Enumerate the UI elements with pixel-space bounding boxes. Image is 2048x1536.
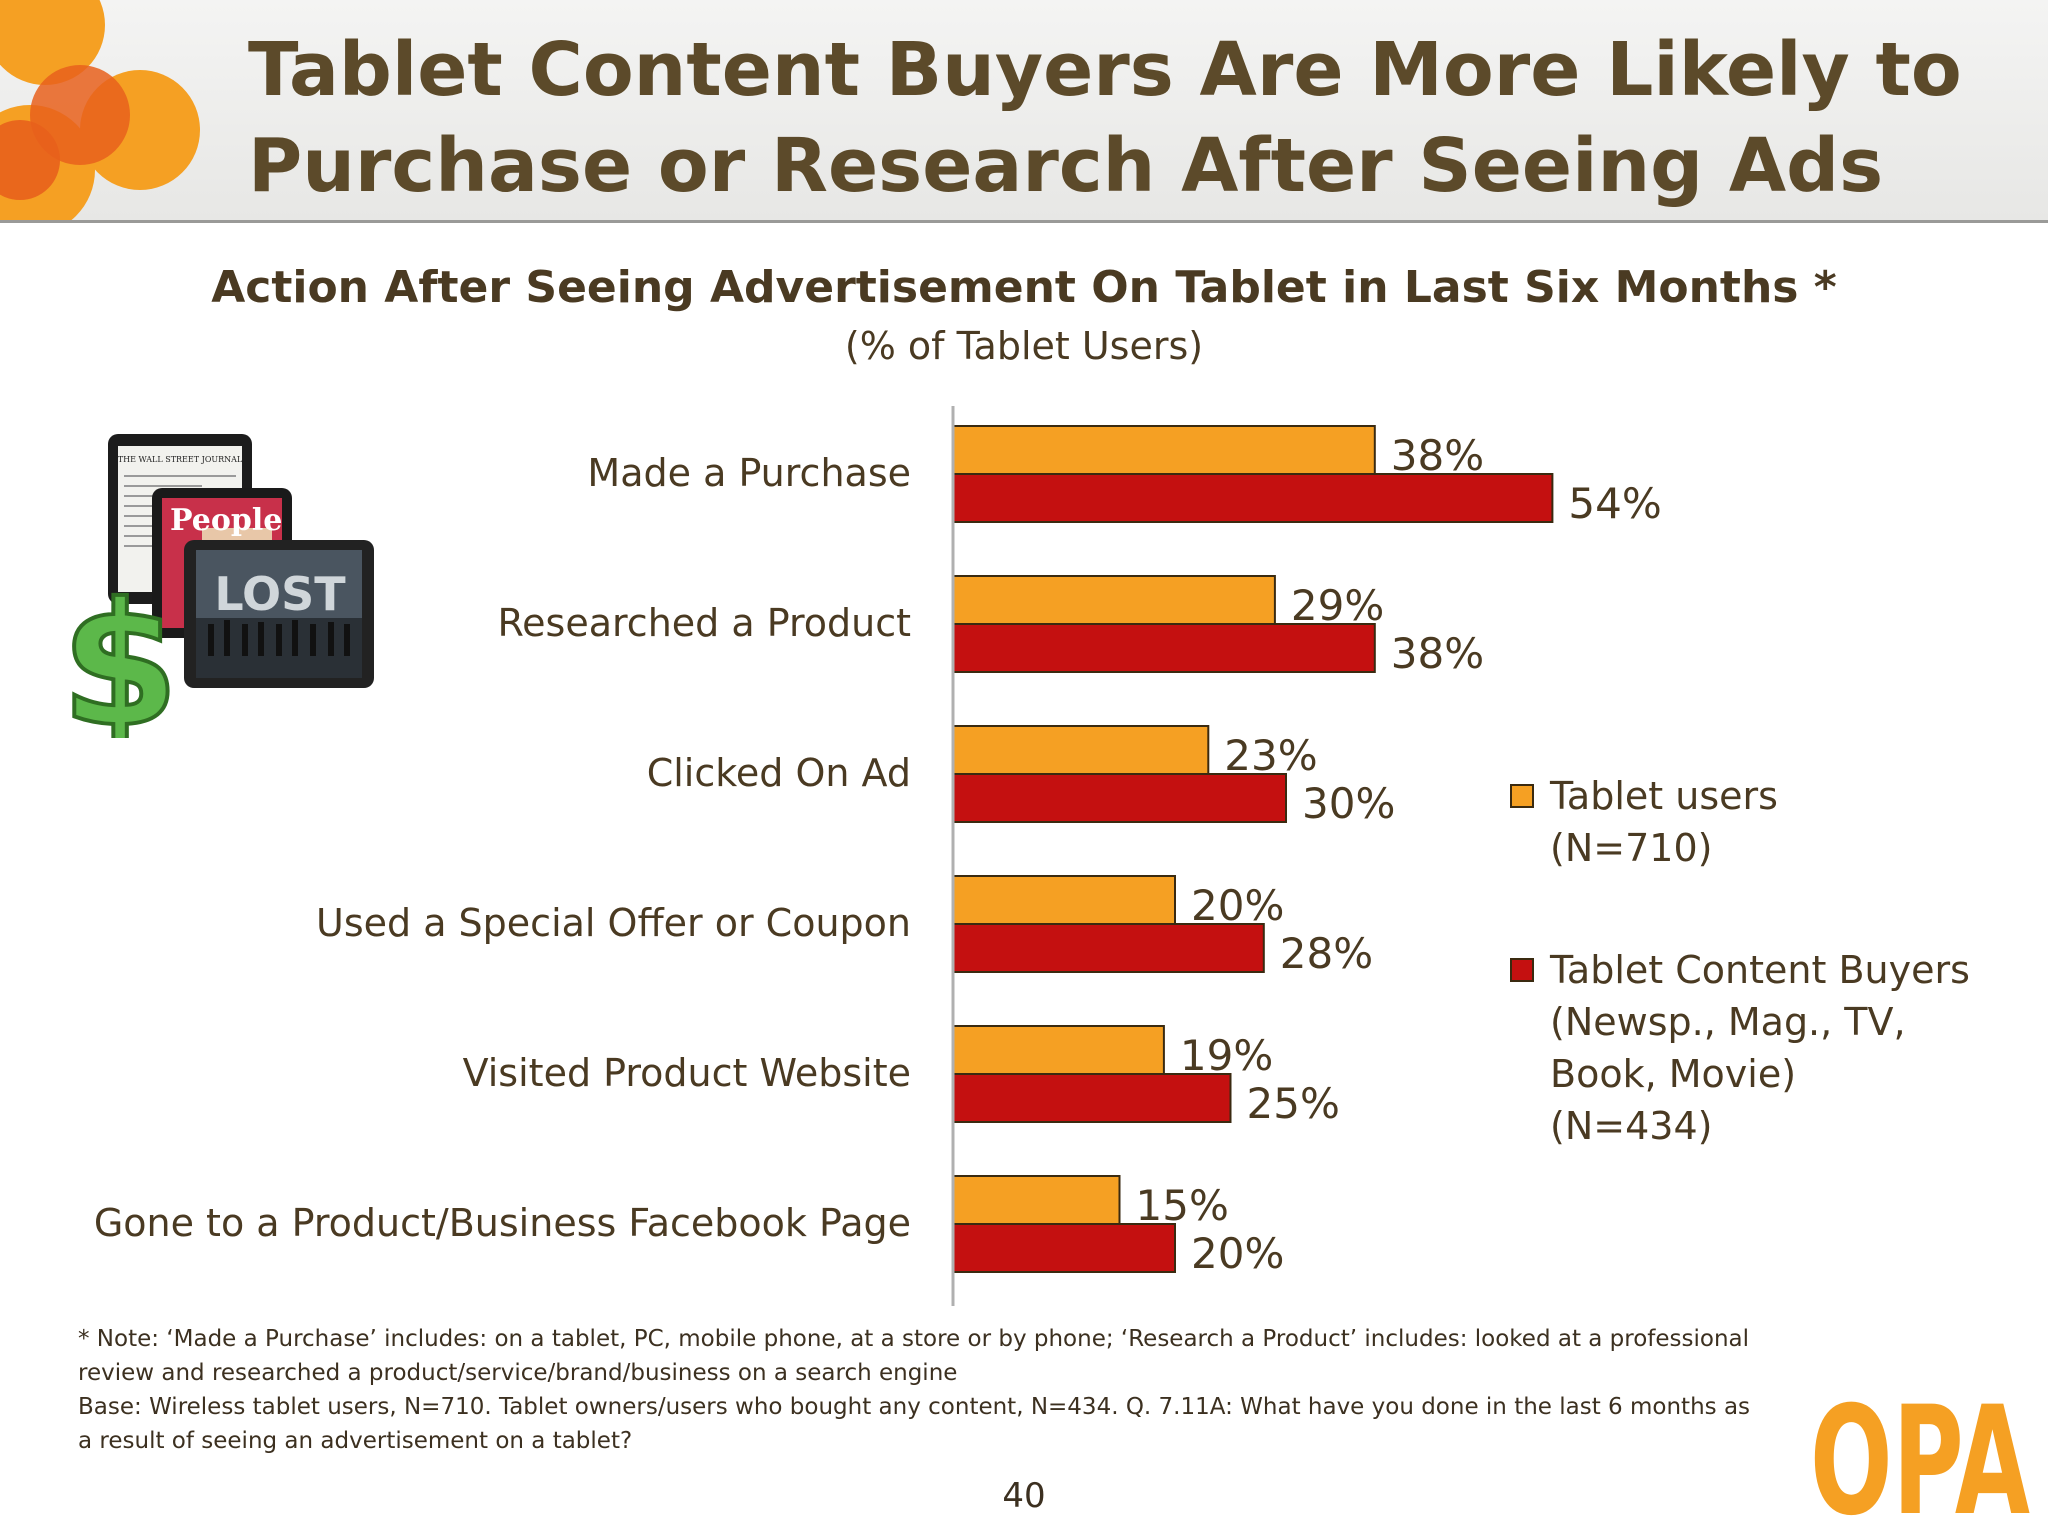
category-label: Visited Product Website (463, 1051, 911, 1095)
category-label: Gone to a Product/Business Facebook Page (94, 1201, 911, 1245)
data-label: 15% (1136, 1181, 1229, 1230)
data-label: 19% (1180, 1031, 1273, 1080)
legend-label-line: (N=434) (1550, 1104, 1713, 1148)
bar-tablet-users (952, 575, 1276, 625)
footnote-line: Base: Wireless tablet users, N=710. Tabl… (78, 1394, 1751, 1420)
bar-tablet-users (952, 425, 1376, 475)
legend-label-line: Book, Movie) (1550, 1052, 1797, 1096)
page-title-line-2: Purchase or Research After Seeing Ads (248, 123, 1884, 209)
data-label: 29% (1291, 581, 1384, 630)
newspaper-masthead: THE WALL STREET JOURNAL (118, 455, 243, 464)
legend-label-line: (Newsp., Mag., TV, (1550, 1000, 1906, 1044)
bar-tablet-users (952, 725, 1210, 775)
header-band: Tablet Content Buyers Are More Likely to… (0, 0, 2048, 223)
bar-tablet-users (952, 1025, 1165, 1075)
legend-label-line: (N=710) (1550, 826, 1713, 870)
legend-swatch-tablet-content-buyers (1510, 958, 1534, 982)
chart-legend: Tablet users (N=710) Tablet Content Buye… (1510, 770, 2030, 1222)
page-title: Tablet Content Buyers Are More Likely to… (248, 22, 1998, 214)
opa-logo-text: OPA (1810, 1385, 2030, 1525)
footnote: * Note: ‘Made a Purchase’ includes: on a… (78, 1322, 1798, 1458)
data-label: 54% (1568, 479, 1661, 528)
bar-tablet-content-buyers (952, 923, 1265, 973)
lost-title-text: LOST (214, 567, 346, 621)
category-label: Made a Purchase (587, 451, 911, 495)
legend-item-tablet-content-buyers: Tablet Content Buyers (Newsp., Mag., TV,… (1510, 944, 2030, 1152)
legend-label-line: Tablet Content Buyers (1550, 948, 1970, 992)
page-title-line-1: Tablet Content Buyers Are More Likely to (248, 27, 1962, 113)
legend-item-tablet-users: Tablet users (N=710) (1510, 770, 2030, 874)
data-label: 30% (1302, 779, 1395, 828)
category-label: Researched a Product (497, 601, 911, 645)
chart-title: Action After Seeing Advertisement On Tab… (211, 262, 1837, 313)
magazine-cover-text: People (170, 503, 282, 538)
orange-circles-decoration (0, 0, 200, 220)
legend-swatch-tablet-users (1510, 784, 1534, 808)
data-label: 28% (1280, 929, 1373, 978)
dollar-sign-icon: $ (61, 567, 179, 738)
data-label: 25% (1247, 1079, 1340, 1128)
data-label: 20% (1191, 1229, 1284, 1278)
category-label: Clicked On Ad (647, 751, 911, 795)
opa-logo: OPA (1810, 1385, 2030, 1525)
data-label: 23% (1224, 731, 1317, 780)
page-number: 40 (1002, 1476, 1046, 1516)
category-label: Used a Special Offer or Coupon (316, 901, 911, 945)
data-label: 38% (1391, 431, 1484, 480)
bar-tablet-content-buyers (952, 1223, 1176, 1273)
legend-label-line: Tablet users (1550, 774, 1778, 818)
bar-tablet-content-buyers (952, 1073, 1232, 1123)
bar-tablet-users (952, 1175, 1121, 1225)
data-label: 38% (1391, 629, 1484, 678)
bar-tablet-content-buyers (952, 473, 1554, 523)
tablet-dollar-illustration: THE WALL STREET JOURNAL People LOST $ (59, 434, 374, 738)
footnote-line: * Note: ‘Made a Purchase’ includes: on a… (78, 1326, 1750, 1352)
bar-tablet-content-buyers (952, 623, 1376, 673)
bar-tablet-users (952, 875, 1176, 925)
footnote-line: a result of seeing an advertisement on a… (78, 1428, 633, 1454)
chart-bars-group: Made a Purchase 38% 54% Researched a Produc… (94, 425, 1662, 1278)
bar-tablet-content-buyers (952, 773, 1287, 823)
data-label: 20% (1191, 881, 1284, 930)
lost-tablet-image: LOST (184, 540, 374, 688)
footnote-line: review and researched a product/service/… (78, 1360, 958, 1386)
chart-subtitle: (% of Tablet Users) (844, 324, 1204, 368)
